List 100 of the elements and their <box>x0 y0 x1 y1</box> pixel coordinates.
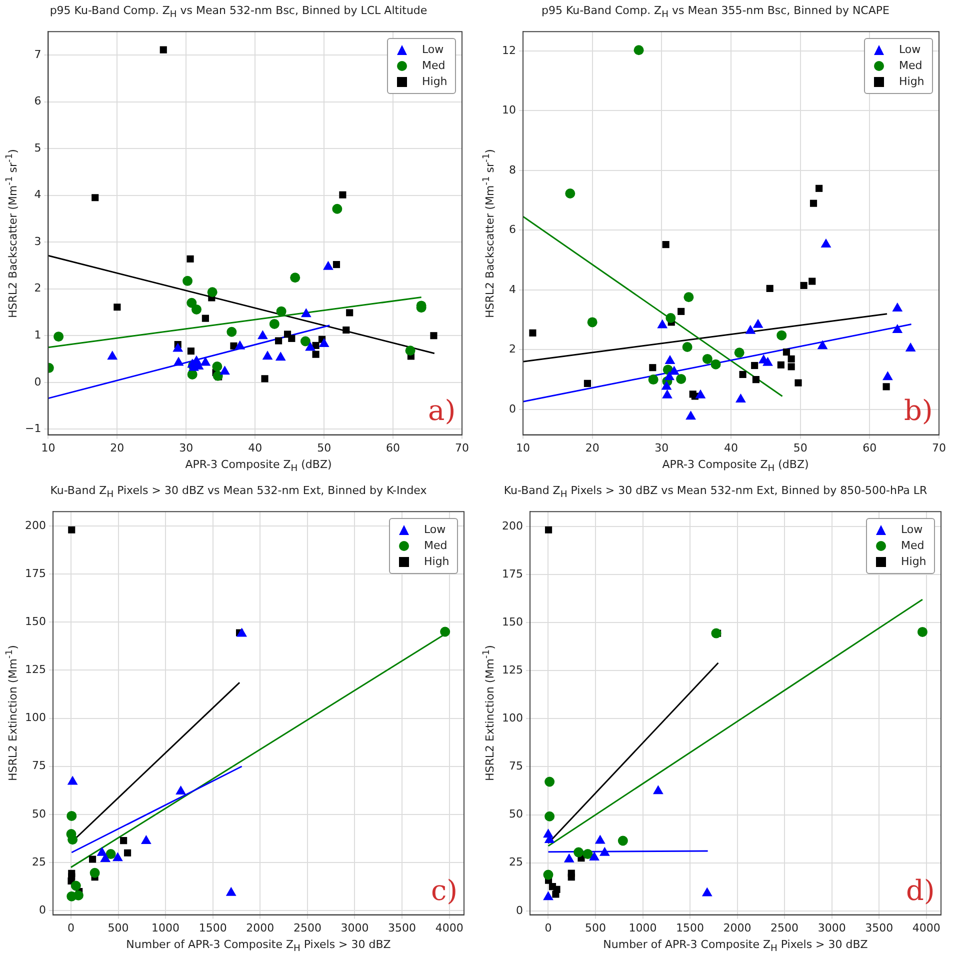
point <box>544 776 555 787</box>
point <box>808 278 816 285</box>
point <box>182 276 193 286</box>
x-tick-label: 3000 <box>818 921 846 934</box>
point <box>917 626 928 637</box>
point <box>777 361 784 368</box>
x-axis-title: Number of APR-3 Composite Z$_{H}$ Pixels > 30 dBZ <box>125 938 392 954</box>
point <box>788 363 795 370</box>
legend-label: Low <box>901 523 923 536</box>
point <box>187 348 195 355</box>
point <box>261 375 268 382</box>
x-tick-label: 20 <box>110 441 124 454</box>
point <box>332 261 340 268</box>
point <box>649 364 656 372</box>
y-tick-label: −1 <box>24 422 42 436</box>
point <box>112 852 123 862</box>
point <box>568 874 575 881</box>
y-tick-label: 50 <box>32 807 46 820</box>
point <box>300 308 312 318</box>
point <box>762 356 773 366</box>
point <box>816 184 823 192</box>
y-tick-label: 125 <box>24 663 46 676</box>
point <box>678 308 685 315</box>
point <box>788 355 795 362</box>
legend-label: High <box>899 75 924 88</box>
annotation: b) <box>904 394 933 427</box>
y-tick-label: 0 <box>516 904 523 917</box>
point <box>711 628 722 638</box>
point <box>599 846 610 856</box>
point <box>739 370 746 378</box>
y-tick-label: 125 <box>502 663 523 676</box>
point <box>652 785 664 794</box>
x-tick-label: 50 <box>793 441 808 454</box>
point <box>666 313 676 324</box>
point <box>745 324 756 334</box>
point <box>405 346 416 356</box>
point <box>553 886 560 893</box>
point <box>160 46 167 54</box>
point <box>810 200 818 207</box>
y-tick-label: 100 <box>502 712 523 725</box>
point <box>544 811 555 822</box>
point <box>676 374 686 384</box>
point <box>92 194 99 202</box>
point <box>100 853 110 862</box>
legend-label: Med <box>422 59 446 72</box>
point <box>430 332 438 340</box>
point <box>107 350 118 360</box>
point <box>543 870 554 880</box>
x-tick-label: 40 <box>248 441 262 454</box>
point <box>200 356 211 366</box>
point <box>276 306 286 316</box>
y-tick-label: 1 <box>34 328 42 342</box>
x-tick-label: 4000 <box>435 921 464 934</box>
chart-title: p95 Ku-Band Comp. Z$_{H}$ vs Mean 532-nm Bsc, Binned by LCL Altitude <box>48 4 428 20</box>
point <box>54 332 64 342</box>
x-tick-label: 500 <box>585 921 606 934</box>
x-tick-label: 60 <box>862 441 877 454</box>
point <box>587 317 598 328</box>
point <box>140 834 152 844</box>
y-tick-label: 6 <box>508 223 516 236</box>
x-tick-label: 4000 <box>912 921 940 934</box>
x-tick-label: 30 <box>179 441 194 454</box>
chart-title: Ku-Band Z$_{H}$ Pixels > 30 dBZ vs Mean 532-nm Ext, Binned by K-Index <box>49 484 428 500</box>
point <box>323 260 334 270</box>
point <box>582 849 593 860</box>
legend-label: Low <box>899 43 921 56</box>
point <box>734 348 744 358</box>
annotation: a) <box>428 394 456 427</box>
point <box>710 359 721 370</box>
point <box>564 853 574 862</box>
point <box>342 326 350 334</box>
x-tick-label: 1000 <box>628 921 657 934</box>
point <box>269 318 280 329</box>
point <box>800 282 808 289</box>
y-tick-label: 12 <box>502 44 516 57</box>
point <box>684 292 694 302</box>
point <box>212 370 223 381</box>
y-tick-label: 0 <box>508 402 516 416</box>
x-tick-label: 40 <box>724 441 738 454</box>
point <box>275 352 286 361</box>
point <box>305 342 316 351</box>
y-tick-label: 25 <box>32 855 46 868</box>
point <box>68 526 76 534</box>
point <box>258 330 268 340</box>
point <box>67 776 78 785</box>
legend-label: Med <box>424 539 448 552</box>
point <box>695 389 706 398</box>
x-tick-label: 1500 <box>198 921 227 934</box>
point <box>574 847 584 858</box>
point <box>752 376 760 384</box>
point <box>618 836 628 846</box>
point <box>662 241 670 248</box>
point <box>234 340 246 350</box>
point <box>68 834 78 845</box>
point <box>892 302 903 312</box>
point <box>70 880 81 891</box>
y-tick-label: 3 <box>34 234 42 248</box>
x-tick-label: 500 <box>108 921 129 934</box>
point <box>820 238 832 248</box>
point <box>191 304 202 314</box>
